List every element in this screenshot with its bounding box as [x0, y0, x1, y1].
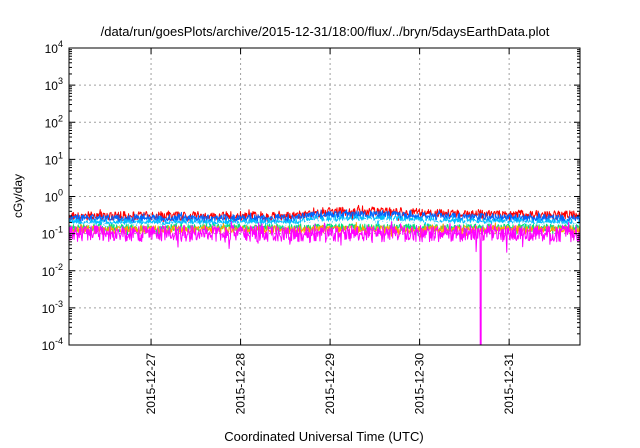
x-tick-label: 2015-12-29 [323, 353, 337, 415]
grid-lines [69, 48, 580, 345]
x-tick-label: 2015-12-31 [502, 353, 516, 415]
x-axis-label: Coordinated Universal Time (UTC) [224, 429, 423, 444]
y-tick-label: 102 [45, 113, 63, 130]
y-tick-label: 10-2 [42, 262, 63, 279]
y-tick-label: 10-4 [42, 336, 63, 353]
y-tick-label: 10-3 [42, 299, 63, 316]
y-axis-label: cGy/day [11, 174, 25, 218]
y-tick-label: 10-1 [42, 225, 63, 242]
y-tick-label: 103 [45, 76, 63, 93]
x-axis: 2015-12-27 2015-12-28 2015-12-29 2015-12-30… [144, 48, 516, 414]
series-line-7 [68, 221, 581, 346]
y-tick-label: 100 [45, 188, 63, 205]
y-tick-label: 101 [45, 150, 63, 167]
y-tick-label: 104 [45, 39, 63, 56]
x-tick-label: 2015-12-27 [144, 353, 158, 415]
data-series [68, 204, 581, 346]
x-tick-label: 2015-12-30 [413, 353, 427, 415]
x-tick-label: 2015-12-28 [234, 353, 248, 415]
chart-title: /data/run/goesPlots/archive/2015-12-31/1… [101, 24, 550, 39]
